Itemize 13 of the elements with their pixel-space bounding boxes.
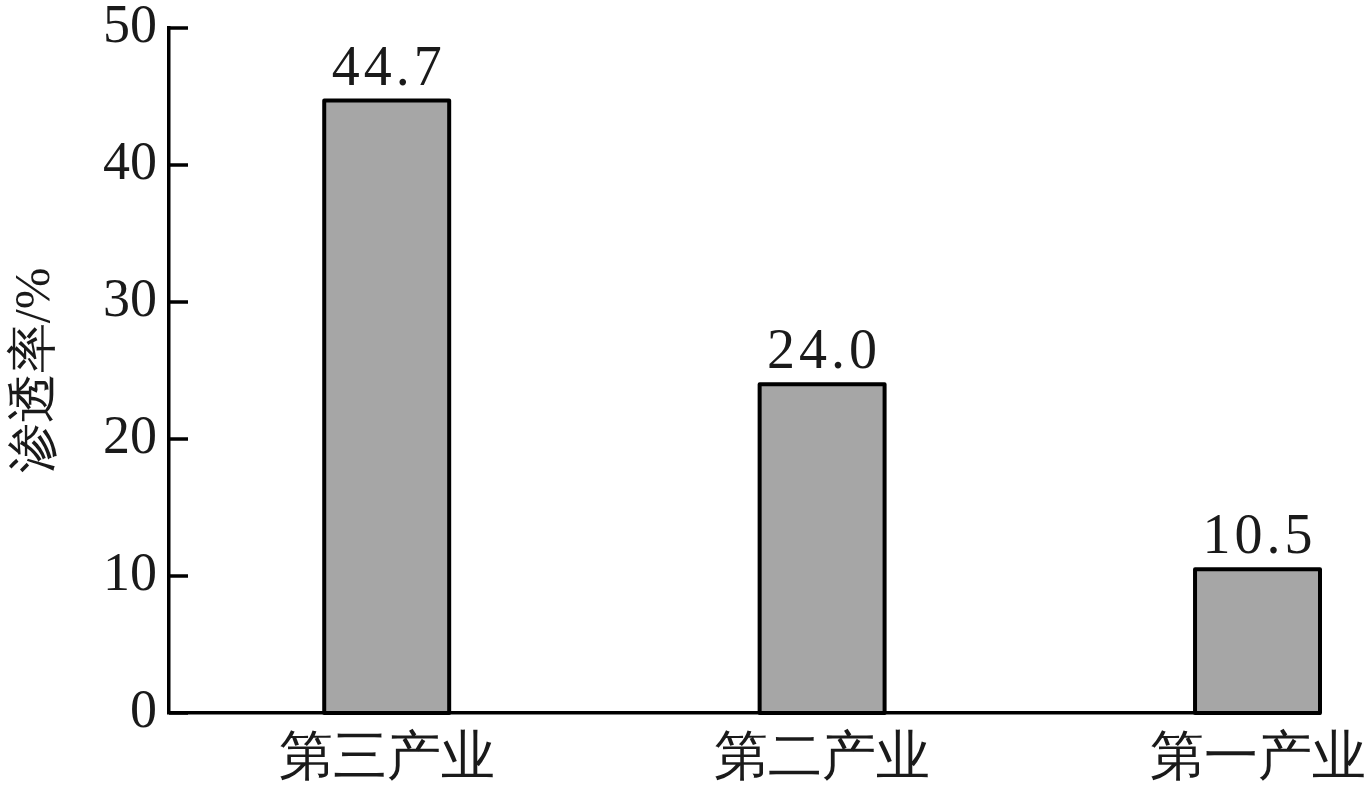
data-label: 44.7 <box>331 34 446 97</box>
x-tick-label: 第一产业 <box>1149 725 1365 786</box>
data-label: 24.0 <box>767 318 882 381</box>
data-label: 10.5 <box>1202 503 1317 566</box>
y-tick-label: 30 <box>103 268 157 329</box>
x-tick-label: 第二产业 <box>714 725 931 786</box>
y-tick-label: 20 <box>103 405 157 466</box>
y-tick-label: 10 <box>103 542 157 603</box>
y-tick-label: 40 <box>103 131 157 192</box>
y-tick-label: 0 <box>130 679 157 740</box>
y-axis-title: 渗透率/% <box>4 267 61 474</box>
x-tick-label: 第三产业 <box>278 725 495 786</box>
y-tick-label: 50 <box>103 0 157 55</box>
